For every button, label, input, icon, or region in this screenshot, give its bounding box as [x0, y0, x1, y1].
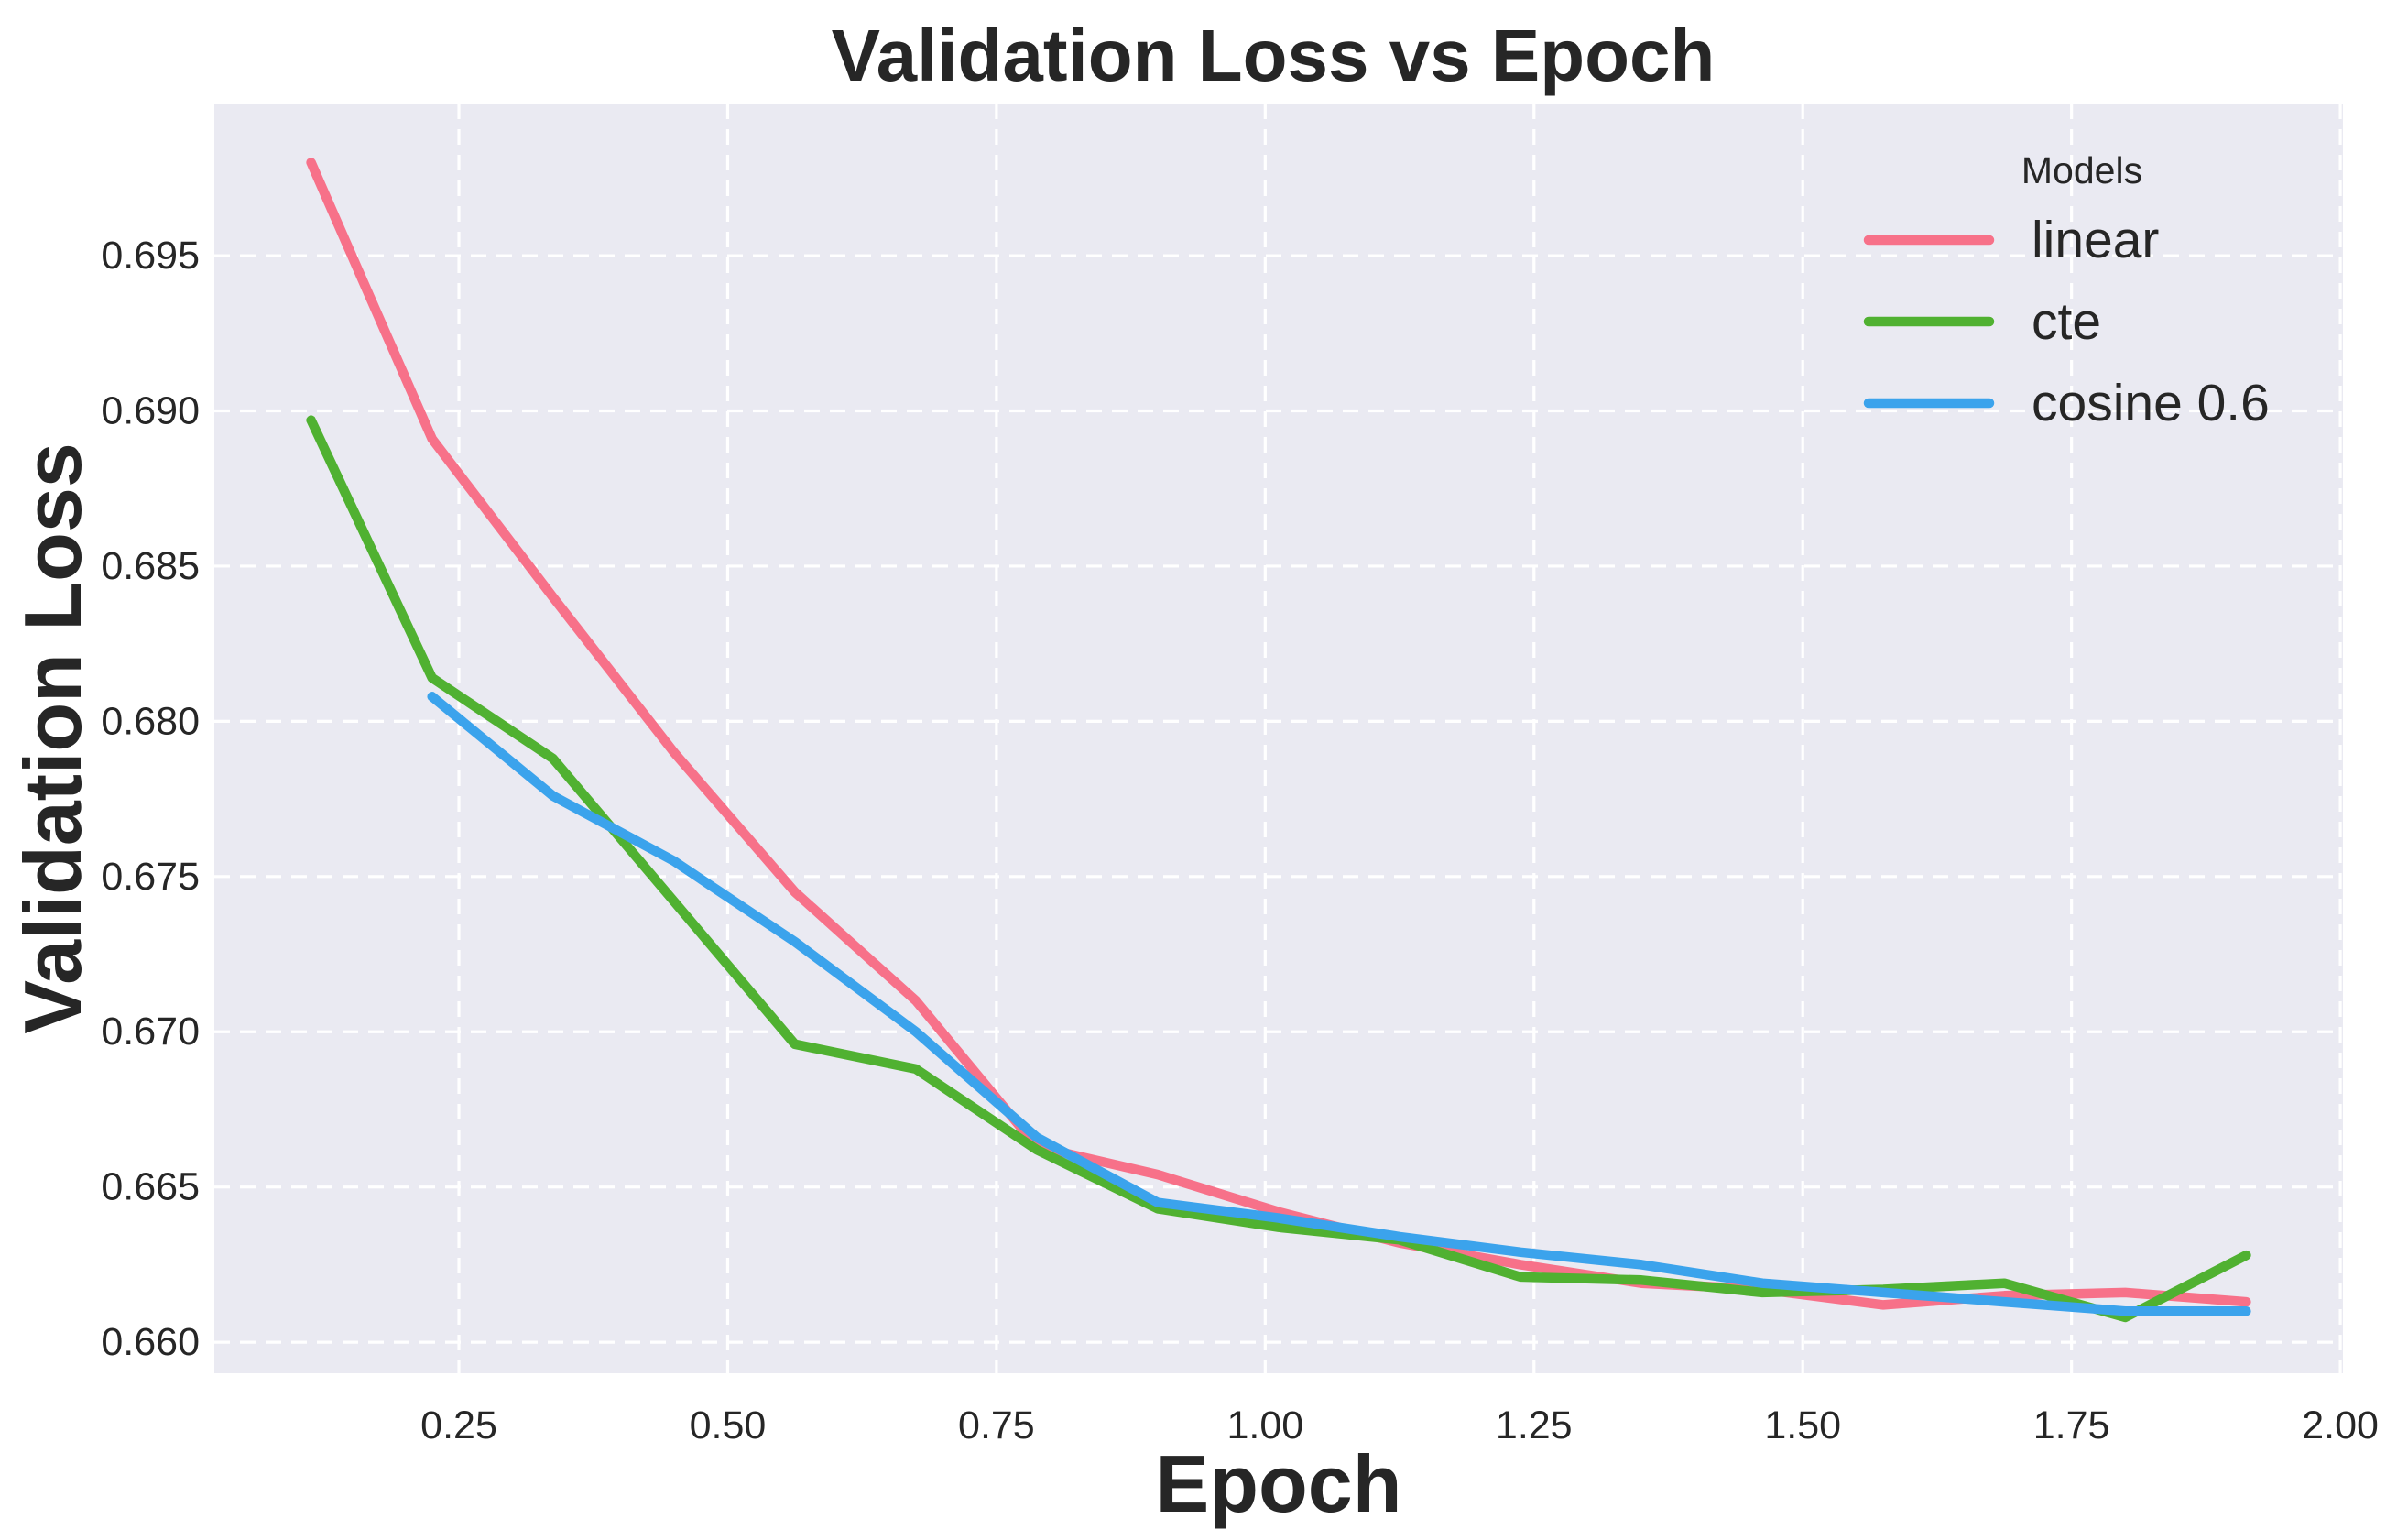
series-line-cte [306, 415, 2251, 1323]
y-tick-label: 0.680 [101, 699, 200, 743]
legend-label-cte: cte [2032, 292, 2101, 351]
y-tick-label: 0.665 [101, 1165, 200, 1209]
legend-title: Models [2021, 149, 2142, 191]
y-tick-label: 0.690 [101, 388, 200, 432]
legend-label-linear: linear [2032, 211, 2159, 269]
x-axis-label: Epoch [1156, 1438, 1402, 1529]
y-tick-label: 0.660 [101, 1320, 200, 1364]
y-tick-labels: 0.660 0.665 0.670 0.675 0.680 0.685 0.690 0.695 [101, 234, 200, 1364]
x-tick-label: 1.50 [1764, 1403, 1841, 1447]
x-tick-label: 0.50 [690, 1403, 767, 1447]
series-line-cosine-0.6 [427, 692, 2251, 1316]
y-tick-label: 0.685 [101, 544, 200, 588]
legend: Models linear cte cosine 0.6 [1863, 149, 2270, 432]
x-tick-label: 0.25 [420, 1403, 497, 1447]
data-series [306, 158, 2251, 1323]
chart-title: Validation Loss vs Epoch [832, 15, 1716, 96]
series-line-linear [306, 158, 2251, 1310]
x-tick-label: 0.75 [958, 1403, 1035, 1447]
y-axis-label: Validation Loss [7, 442, 98, 1033]
plot-area [214, 104, 2343, 1373]
y-tick-label: 0.675 [101, 855, 200, 899]
legend-label-cosine-0.6: cosine 0.6 [2032, 374, 2270, 432]
y-tick-label: 0.670 [101, 1010, 200, 1054]
legend-entries: linear cte cosine 0.6 [1863, 211, 2270, 432]
x-tick-label: 2.00 [2302, 1403, 2379, 1447]
x-tick-label: 1.25 [1496, 1403, 1573, 1447]
y-tick-label: 0.695 [101, 234, 200, 278]
x-tick-label: 1.75 [2033, 1403, 2110, 1447]
x-tick-label: 1.00 [1226, 1403, 1303, 1447]
x-tick-labels: 0.25 0.50 0.75 1.00 1.25 1.50 1.75 2.00 [420, 1403, 2379, 1447]
gridlines [214, 104, 2343, 1373]
